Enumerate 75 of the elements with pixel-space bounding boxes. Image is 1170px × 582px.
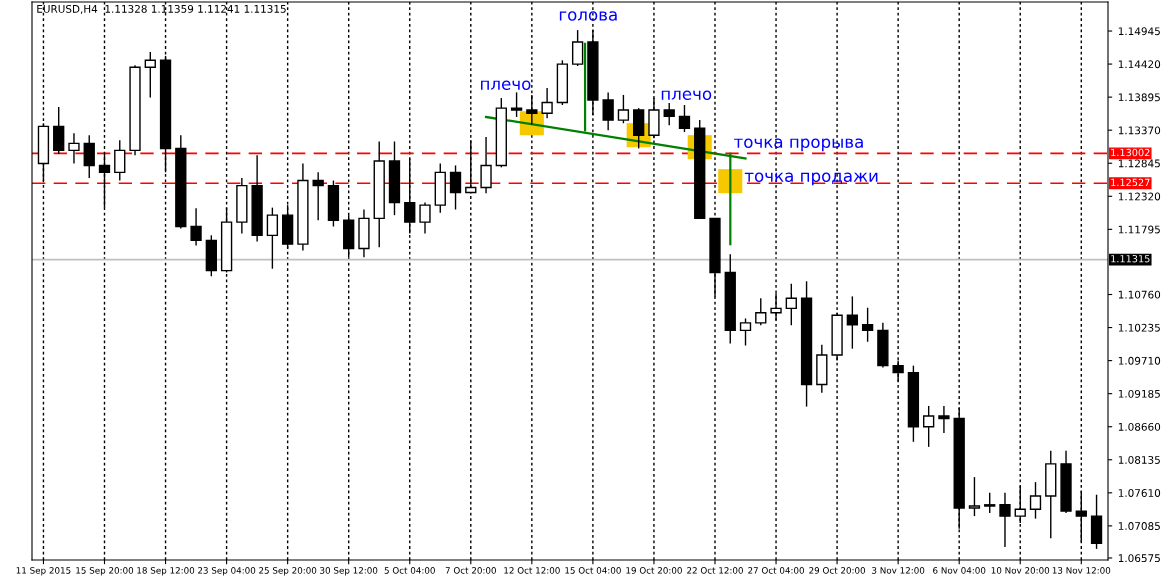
candlestick xyxy=(480,136,492,194)
candlestick xyxy=(678,104,691,133)
y-tick-label: 1.07085 xyxy=(1118,522,1160,530)
annotation: плечо xyxy=(481,80,531,90)
y-tick-label: 1.13895 xyxy=(1118,93,1160,102)
x-tick-label: 15 Sep 20:00 xyxy=(76,567,134,576)
ref-line-label: 1.13002 xyxy=(1111,148,1150,157)
y-tick-label: 1.11795 xyxy=(1118,225,1160,234)
chart-title: EURUSD,H4 1.11328 1.11359 1.11241 1.11315 xyxy=(37,4,286,14)
annotation: точка прорыва xyxy=(734,138,863,152)
x-tick-label: 6 Nov 04:00 xyxy=(933,567,986,574)
y-tick-label: 1.06575 xyxy=(1118,554,1160,563)
point xyxy=(718,169,743,194)
y-tick-label: 1.13370 xyxy=(1118,126,1161,135)
x-tick-label: 27 Oct 04:00 xyxy=(748,567,804,574)
x-tick-label: 15 Oct 04:00 xyxy=(565,567,621,574)
x-tick-label: 3 Nov 12:00 xyxy=(872,567,925,574)
y-tick-label: 1.14945 xyxy=(1118,27,1160,36)
ref-line-label: 1.11315 xyxy=(1111,255,1150,263)
x-tick-label: 11 Sep 2015 xyxy=(16,567,71,576)
annotation: голова xyxy=(559,11,617,21)
candlestick xyxy=(266,206,279,270)
candlestick xyxy=(968,476,981,517)
y-tick-label: 1.14420 xyxy=(1118,60,1161,69)
y-tick-label: 1.09710 xyxy=(1118,356,1161,365)
y-tick-label: 1.12845 xyxy=(1118,159,1160,168)
x-tick-label: 22 Oct 12:00 xyxy=(687,567,743,574)
ref-line-label: 1.12527 xyxy=(1111,178,1150,187)
annotation: плечо xyxy=(661,90,712,101)
candlestick xyxy=(541,87,553,119)
x-tick-label: 12 Oct 12:00 xyxy=(504,567,560,574)
x-tick-label: 19 Oct 20:00 xyxy=(626,567,682,574)
candlestick xyxy=(144,51,156,99)
candlestick xyxy=(190,207,202,247)
candlestick xyxy=(114,139,126,182)
y-tick-label: 1.10760 xyxy=(1118,290,1161,299)
candlestick xyxy=(83,134,95,179)
candlestick xyxy=(602,91,614,131)
candlestick xyxy=(755,297,767,327)
y-tick-label: 1.09185 xyxy=(1118,389,1160,398)
x-tick-label: 13 Nov 12:00 xyxy=(1052,567,1111,574)
candlestick xyxy=(68,132,80,165)
y-tick-label: 1.10235 xyxy=(1118,323,1160,332)
candlestick xyxy=(465,139,477,194)
candlestick xyxy=(999,492,1011,548)
candlestick xyxy=(1029,481,1042,520)
x-tick-label: 10 Nov 20:00 xyxy=(991,567,1050,574)
candlestick xyxy=(53,106,65,155)
candlestick xyxy=(617,94,630,124)
candlestick xyxy=(846,295,859,350)
y-tick-label: 1.07610 xyxy=(1118,489,1161,497)
x-tick-label: 25 Sep 20:00 xyxy=(259,567,317,576)
y-tick-label: 1.08135 xyxy=(1118,456,1160,464)
candlestick xyxy=(526,94,538,126)
candlestick xyxy=(663,102,675,126)
candlestick xyxy=(984,492,996,514)
candlestick xyxy=(923,405,935,448)
x-tick-label: 29 Oct 20:00 xyxy=(809,567,866,574)
y-tick-label: 1.12320 xyxy=(1118,192,1161,201)
candlestick xyxy=(510,91,523,118)
x-tick-label: 23 Sep 04:00 xyxy=(198,567,256,576)
candlestick xyxy=(739,317,752,347)
x-tick-label: 30 Sep 12:00 xyxy=(320,567,378,576)
candlestick xyxy=(449,164,462,211)
annotation: точка продажи xyxy=(744,172,878,186)
candlestick xyxy=(571,29,584,67)
y-tick-label: 1.08660 xyxy=(1118,422,1161,431)
candlestick xyxy=(938,405,950,434)
x-tick-label: 18 Sep 12:00 xyxy=(137,567,195,576)
candlestick xyxy=(861,307,874,343)
x-tick-label: 7 Oct 20:00 xyxy=(445,567,496,574)
x-tick-label: 5 Oct 04:00 xyxy=(384,567,435,574)
candlestick xyxy=(785,283,797,327)
candlestick xyxy=(312,171,324,221)
candlestick xyxy=(419,201,431,235)
